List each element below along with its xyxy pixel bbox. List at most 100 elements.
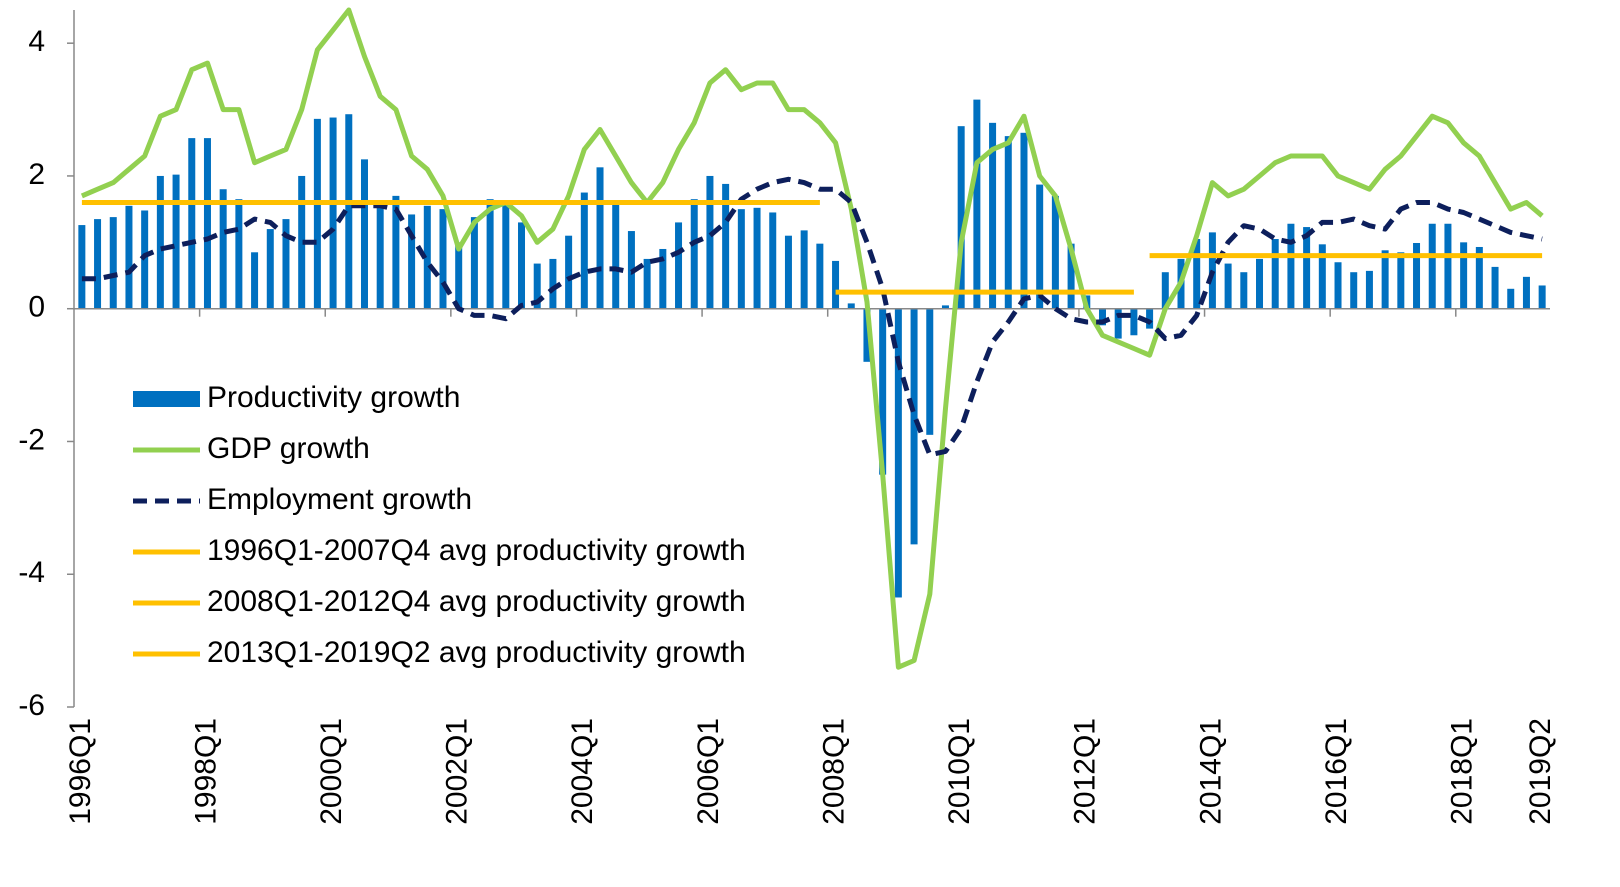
x-tick-label: 2012Q1: [1069, 718, 1102, 825]
bar: [439, 209, 447, 309]
x-tick-label: 2000Q1: [315, 718, 348, 825]
bar: [266, 229, 274, 309]
legend-label: Employment growth: [207, 483, 472, 516]
y-tick-label: -6: [18, 689, 45, 722]
bar: [360, 159, 368, 309]
bar: [1004, 136, 1012, 309]
bar: [298, 175, 306, 309]
bar: [188, 138, 196, 309]
bar: [659, 248, 667, 309]
legend-swatch: [133, 391, 200, 407]
bar: [580, 192, 588, 309]
bar: [753, 207, 761, 309]
bar: [408, 214, 416, 309]
bar: [879, 308, 887, 475]
bar: [941, 305, 949, 309]
bar: [565, 235, 573, 309]
bar: [345, 114, 353, 309]
bar: [1365, 270, 1373, 309]
bar: [1271, 239, 1279, 309]
bar: [643, 258, 651, 309]
bar: [1287, 223, 1295, 309]
bar: [1334, 262, 1342, 309]
x-tick-label: 2016Q1: [1320, 718, 1353, 825]
bar: [172, 174, 180, 309]
bar: [675, 222, 683, 309]
bar: [989, 122, 997, 309]
bar: [203, 138, 211, 309]
bar: [282, 219, 290, 309]
bar: [94, 219, 102, 309]
legend-label: 1996Q1-2007Q4 avg productivity growth: [207, 534, 746, 567]
bar: [784, 235, 792, 309]
bar: [722, 183, 730, 309]
bar: [1067, 243, 1075, 309]
bar: [1381, 250, 1389, 309]
x-tick-label: 2006Q1: [692, 718, 725, 825]
bar: [847, 303, 855, 309]
bar: [1538, 285, 1546, 309]
y-tick-label: 0: [28, 291, 45, 324]
bar: [690, 199, 698, 309]
bar: [392, 195, 400, 309]
bar: [1256, 258, 1264, 309]
y-tick-label: 4: [28, 25, 45, 58]
y-tick-label: 2: [28, 158, 45, 191]
bar: [549, 258, 557, 309]
legend-label: GDP growth: [207, 432, 370, 465]
bar: [1350, 272, 1358, 309]
bar: [926, 308, 934, 435]
x-tick-label: 2014Q1: [1194, 718, 1227, 825]
employment-line: [81, 176, 1543, 458]
y-tick-label: -4: [18, 556, 45, 589]
bar: [1114, 308, 1122, 339]
bar: [470, 217, 478, 309]
bar: [1161, 272, 1169, 309]
bar: [1428, 223, 1436, 309]
bar: [1507, 288, 1515, 309]
bar: [109, 217, 117, 309]
bar: [125, 205, 133, 309]
x-tick-label: 2019Q2: [1524, 718, 1557, 825]
bar: [329, 117, 337, 309]
bar: [737, 209, 745, 309]
bar: [156, 175, 164, 309]
bar: [832, 260, 840, 309]
x-tick-label: 1996Q1: [64, 718, 97, 825]
bar: [219, 189, 227, 309]
bar: [455, 242, 463, 309]
x-tick-label: 2002Q1: [441, 718, 474, 825]
bar: [800, 230, 808, 309]
bar: [1240, 272, 1248, 309]
bar: [706, 175, 714, 309]
bar: [486, 199, 494, 309]
bar: [518, 222, 526, 309]
bar: [376, 205, 384, 309]
bar: [894, 308, 902, 598]
bar: [1522, 276, 1530, 309]
legend-label: 2008Q1-2012Q4 avg productivity growth: [207, 585, 746, 618]
bar: [863, 308, 871, 362]
bar: [1413, 242, 1421, 309]
legend-label: Productivity growth: [207, 381, 460, 414]
legend-label: 2013Q1-2019Q2 avg productivity growth: [207, 636, 746, 669]
bar: [1460, 242, 1468, 309]
x-tick-label: 2004Q1: [566, 718, 599, 825]
bar: [313, 118, 321, 309]
bar: [502, 202, 510, 309]
y-tick-label: -2: [18, 423, 45, 456]
bar: [1475, 246, 1483, 309]
line: [80, 7, 1544, 670]
x-tick-label: 2010Q1: [943, 718, 976, 825]
bar: [1036, 184, 1044, 309]
bar: [423, 205, 431, 309]
bar: [1318, 244, 1326, 309]
bar: [1098, 308, 1106, 326]
x-tick-label: 2018Q1: [1446, 718, 1479, 825]
bar: [533, 263, 541, 309]
x-tick-label: 2008Q1: [817, 718, 850, 825]
bar: [910, 308, 918, 545]
bar: [235, 199, 243, 309]
bar: [1051, 195, 1059, 309]
